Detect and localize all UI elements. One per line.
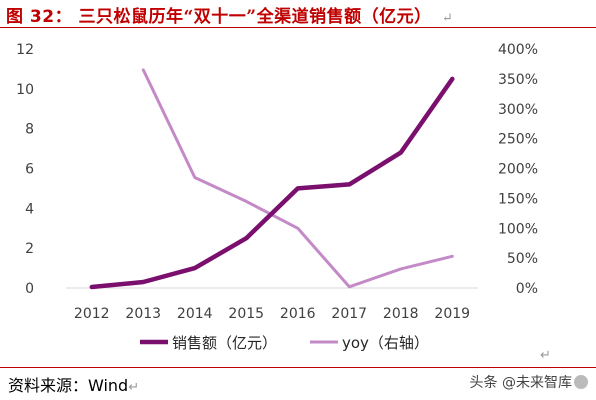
title-divider (0, 27, 596, 28)
title-text: 三只松鼠历年“双十一”全渠道销售额（亿元） (78, 7, 432, 27)
right-axis-ticks: 0% 50% 100% 150% 200% 250% 300% 350% 400% (498, 42, 538, 297)
return-mark-icon: ↵ (128, 380, 140, 395)
legend-label: 销售额（亿元） (172, 334, 277, 352)
series-layer (89, 68, 455, 290)
watermark-logo-icon (574, 375, 588, 389)
right-tick-label: 0% (516, 281, 538, 297)
x-tick-label: 2019 (434, 306, 470, 322)
x-tick-label: 2013 (125, 306, 161, 322)
left-tick-label: 12 (16, 42, 34, 58)
x-axis-ticks: 2012 2013 2014 2015 2016 2017 2018 2019 (74, 306, 470, 322)
source-note: 资料来源：Wind↵ (8, 372, 139, 396)
dual-axis-line-chart: 0 2 4 6 8 10 12 0% 50% 100% 150% 200% 250% 300% 350% 4… (16, 42, 538, 352)
series-line-sales (89, 76, 455, 290)
x-tick-label: 2016 (280, 306, 316, 322)
source-text: 资料来源：Wind (8, 376, 129, 395)
right-tick-label: 100% (498, 221, 538, 237)
figure-label: 图 (6, 7, 24, 27)
return-mark-icon: ↵ (540, 348, 551, 363)
x-tick-label: 2018 (383, 306, 419, 322)
figure-title: 图 32： 三只松鼠历年“双十一”全渠道销售额（亿元） ↵ (6, 7, 454, 27)
legend-label: yoy（右轴） (342, 334, 429, 352)
left-tick-label: 2 (25, 241, 34, 257)
right-tick-label: 300% (498, 102, 538, 118)
left-tick-label: 8 (25, 122, 34, 138)
return-mark-icon: ↵ (442, 11, 454, 26)
right-tick-label: 150% (498, 191, 538, 207)
right-tick-label: 400% (498, 42, 538, 58)
footer-divider (0, 367, 596, 368)
chart-legend: 销售额（亿元） yoy（右轴） (140, 334, 429, 352)
left-tick-label: 6 (25, 162, 34, 178)
right-tick-label: 250% (498, 132, 538, 148)
figure-number: 32 (29, 7, 55, 27)
left-tick-label: 10 (16, 82, 34, 98)
right-tick-label: 350% (498, 72, 538, 88)
left-tick-label: 4 (25, 201, 34, 217)
left-tick-label: 0 (25, 281, 34, 297)
series-line-yoy (141, 68, 454, 289)
x-tick-label: 2017 (331, 306, 367, 322)
x-tick-label: 2015 (228, 306, 264, 322)
right-tick-label: 200% (498, 162, 538, 178)
left-axis-ticks: 0 2 4 6 8 10 12 (16, 42, 34, 297)
x-tick-label: 2014 (177, 306, 213, 322)
watermark-text: 头条 @未来智库 (469, 375, 572, 391)
right-tick-label: 50% (507, 251, 538, 267)
x-tick-label: 2012 (74, 306, 110, 322)
watermark: 头条 @未来智库 (470, 372, 588, 392)
